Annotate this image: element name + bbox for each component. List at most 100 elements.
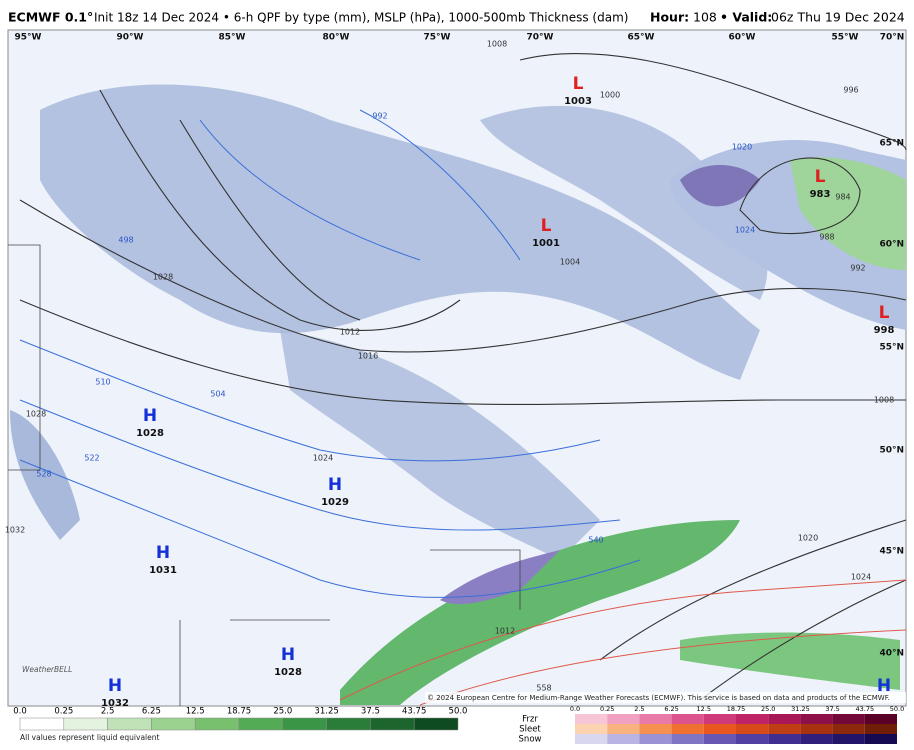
model-name: ECMWF 0.1° [8,10,93,25]
center-value: 1031 [149,565,177,576]
mixed-swatch [703,734,736,744]
latitude-label: 65°N [879,139,904,149]
rain-swatch [19,717,65,731]
latitude-label: 40°N [879,649,904,659]
mixed-swatch [639,734,672,744]
center-value: 998 [874,325,895,336]
latitude-label: 55°N [879,343,904,353]
mixed-swatch [671,714,704,724]
center-value: 1003 [564,96,592,107]
mixed-swatch [832,724,865,734]
center-letter: L [815,167,826,187]
longitude-label: 65°W [628,33,655,43]
mixed-swatch [575,724,608,734]
mixed-swatch [607,724,640,734]
mixed-scale-label: 6.25 [664,705,678,713]
mixed-swatch [703,724,736,734]
credit: © 2024 European Centre for Medium-Range … [427,694,890,702]
mixed-swatch [607,734,640,744]
type-label: Snow [519,735,542,745]
mixed-swatch [736,714,769,724]
mixed-scale-label: 25.0 [761,705,775,713]
center-letter: H [156,543,170,563]
contour-label: 1016 [358,352,378,361]
mixed-swatch [864,734,897,744]
latitude-label: 50°N [879,446,904,456]
mixed-swatch [768,724,801,734]
contour-label: 1004 [560,258,580,267]
rain-scale-label: 50.0 [449,707,468,717]
latitude-label: 45°N [879,547,904,557]
mixed-scale-label: 0.25 [600,705,614,713]
hour-label: Hour: [650,10,689,25]
mixed-swatch [832,734,865,744]
mixed-swatch [703,714,736,724]
longitude-label: 85°W [219,33,246,43]
mixed-scale-label: 37.5 [825,705,839,713]
contour-label: 1020 [798,534,818,543]
contour-label: 1000 [600,91,620,100]
type-label: Sleet [519,725,541,735]
mixed-scale-label: 31.25 [791,705,810,713]
center-value: 1028 [136,428,164,439]
center-letter: H [143,406,157,426]
longitude-labels: 95°W 90°W 85°W 80°W 75°W 70°W 65°W 60°W 55°W 70°N [15,33,905,43]
rain-scale-label: 6.25 [142,707,161,717]
center-letter: H [108,676,122,696]
contour-label: 498 [118,236,133,245]
contour-label: 992 [372,112,387,121]
mixed-scale-label: 2.5 [634,705,644,713]
contour-label: 504 [210,390,225,399]
mixed-swatch [768,734,801,744]
contour-label: 1024 [735,226,755,235]
contour-label: 1008 [874,396,894,405]
mixed-scale-label: 12.5 [697,705,711,713]
contour-label: 1012 [495,627,515,636]
pressure-centers: H 1028 H 1029 H 1031 H 1028 H 1032 L 1003 L 1001 L 983 L… [101,74,894,709]
center-letter: H [328,475,342,495]
longitude-label: 70°W [527,33,554,43]
latitude-label: 60°N [879,240,904,250]
rain-swatch [413,717,459,731]
rain-swatch [151,717,196,731]
contour-label: 1024 [313,454,333,463]
mixed-swatch [671,734,704,744]
mixed-swatch [864,724,897,734]
rain-scale-label: 37.5 [361,707,380,717]
mixed-swatch [736,724,769,734]
mixed-swatch [607,714,640,724]
contour-label: 1028 [26,410,46,419]
valid-value: 06z Thu 19 Dec 2024 [771,10,905,25]
mixed-swatch [736,734,769,744]
longitude-label: 75°W [424,33,451,43]
contour-label: 522 [84,454,99,463]
mixed-scale-label: 50.0 [890,705,904,713]
rain-swatch [194,717,240,731]
mixed-swatch [671,724,704,734]
rain-scale-label: 12.5 [186,707,205,717]
center-value: 1032 [101,698,129,709]
credit-bg [425,692,906,703]
longitude-label: 90°W [117,33,144,43]
latitude-labels: 65°N 60°N 55°N 50°N 45°N 40°N [879,139,904,659]
rain-swatch [63,717,108,731]
contour-label: 1012 [340,328,360,337]
rain-scale-label: 18.75 [227,707,251,717]
contour-label: 558 [536,684,551,693]
longitude-label: 55°W [832,33,859,43]
logo: WeatherBELL [22,665,72,674]
center-letter: H [281,645,295,665]
legend: 0.0 0.25 2.5 6.25 12.5 18.75 25.0 31.25 37.5 43.7… [13,705,904,745]
longitude-label: 60°W [729,33,756,43]
rain-scale-label: 2.5 [101,707,115,717]
valid-label: • Valid: [720,10,772,25]
center-value: 1028 [274,667,302,678]
contour-label: 988 [819,233,834,242]
rain-scale-label: 0.0 [13,707,27,717]
longitude-label: 70°N [880,33,905,43]
rain-swatch [107,717,152,731]
rain-swatch [282,717,327,731]
contour-label: 1020 [732,143,752,152]
center-letter: L [541,216,552,236]
